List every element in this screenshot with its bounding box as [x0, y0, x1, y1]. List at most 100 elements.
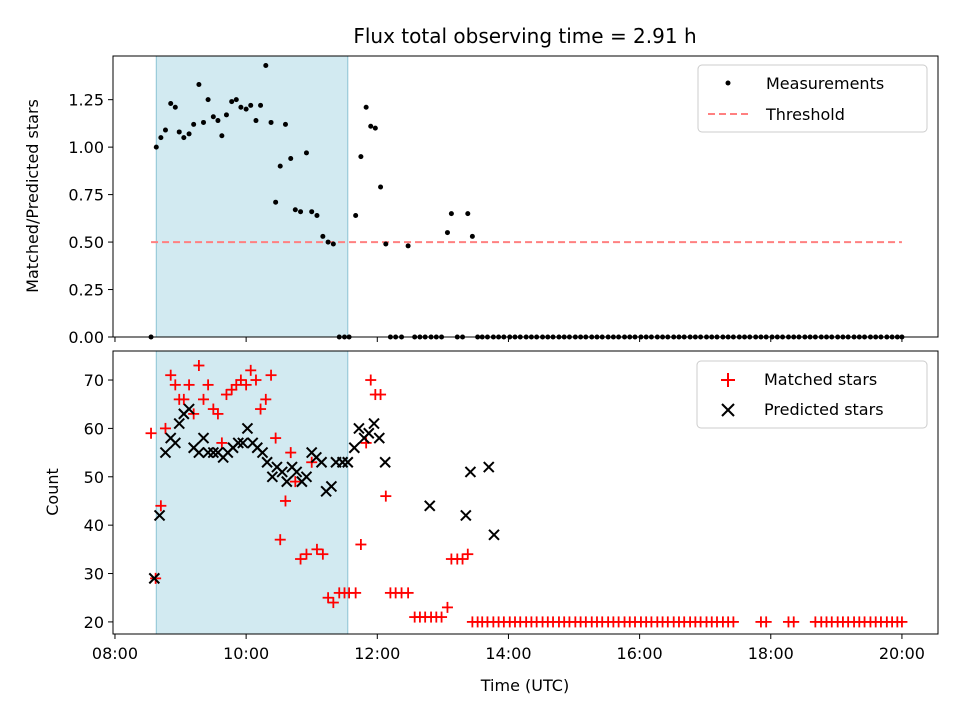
top-x-ticks [114, 337, 903, 342]
measurement-point [372, 125, 378, 131]
measurement-point [448, 211, 454, 217]
matched-star-point [788, 616, 800, 628]
matched-star-point [355, 539, 367, 551]
matched-star-point [207, 403, 219, 415]
predicted-star-point [368, 417, 380, 430]
matched-star-point [226, 384, 238, 396]
matched-star-point [250, 374, 262, 386]
measurement-point [368, 123, 374, 129]
measurement-point [353, 212, 359, 218]
predicted-star-point [300, 471, 313, 483]
legend-matched-marker [721, 373, 735, 387]
x-tick-label: 10:00 [223, 644, 269, 663]
measurement-point [153, 144, 159, 150]
measurement-point [243, 106, 249, 112]
predicted-star-point [348, 442, 361, 454]
matched-star-point [300, 548, 312, 560]
chart-title: Flux total observing time = 2.91 h [353, 24, 696, 48]
measurement-point [298, 209, 304, 215]
predicted-star-point [232, 437, 244, 449]
measurement-point [383, 241, 389, 247]
matched-star-point [350, 587, 362, 599]
bottom-y-tick-label: 30 [84, 565, 104, 584]
x-tick-label: 20:00 [879, 644, 925, 663]
measurement-point [233, 97, 239, 103]
predicted-star-point [256, 446, 269, 459]
measurement-point [358, 154, 364, 160]
predicted-star-point [237, 437, 249, 449]
predicted-star-point [460, 509, 472, 522]
matched-star-point [216, 437, 228, 449]
measurement-point [378, 184, 384, 190]
predicted-star-point [241, 422, 254, 435]
measurement-point [273, 199, 279, 205]
x-tick-label: 08:00 [92, 644, 138, 663]
measurement-point [263, 62, 269, 68]
measurement-point [444, 230, 450, 236]
matched-star-point [202, 379, 214, 391]
x-axis-title: Time (UTC) [480, 676, 569, 695]
bottom-observing-span [155, 350, 349, 635]
predicted-star-point [197, 432, 210, 444]
top-legend: Measurements Threshold [697, 64, 928, 133]
x-tick-label: 18:00 [748, 644, 794, 663]
top-legend-box [697, 64, 928, 133]
predicted-star-point [325, 480, 338, 493]
matched-star-point [327, 597, 339, 609]
top-y-ticks: 0.00 0.25 0.50 0.75 1.00 1.25 [68, 91, 113, 347]
top-panel: 0.00 0.25 0.50 0.75 1.00 1.25 Matched/Predict… [23, 55, 939, 347]
measurement-point [210, 114, 216, 120]
matched-star-point [322, 592, 334, 604]
legend-predicted-marker [721, 403, 735, 417]
measurement-point [330, 241, 336, 247]
matched-star-point [230, 379, 242, 391]
predicted-star-point [266, 471, 279, 483]
measurement-point [465, 211, 471, 217]
measurement-point [268, 119, 274, 125]
bottom-y-tick-label: 70 [84, 371, 104, 390]
matched-star-point [285, 447, 297, 459]
measurement-point [469, 233, 475, 239]
measurement-point [309, 209, 315, 215]
measurement-point [162, 127, 168, 133]
bottom-legend-box [696, 360, 928, 429]
predicted-star-point [315, 456, 328, 468]
measurement-point [238, 104, 244, 110]
matched-star-point [289, 476, 301, 488]
measurement-point [277, 163, 283, 169]
matched-star-point [402, 587, 414, 599]
measurement-point [303, 150, 309, 156]
matched-star-point [159, 422, 171, 434]
measurement-point [205, 97, 211, 103]
measurement-point [325, 239, 331, 245]
matched-star-point [165, 369, 177, 381]
matched-stars-layer [145, 360, 908, 628]
measurement-point [186, 131, 192, 137]
top-y-tick-label: 1.00 [68, 138, 104, 157]
matched-star-point [311, 543, 323, 555]
predicted-star-point [379, 456, 391, 468]
bottom-y-tick-label: 60 [84, 419, 104, 438]
legend-predicted-label: Predicted stars [764, 400, 884, 419]
bottom-panel: 20 30 40 50 60 70 08:00 10:00 12:00 14:00 16:00 18… [43, 350, 939, 695]
top-y-tick-label: 0.50 [68, 233, 104, 252]
matched-star-point [375, 389, 387, 401]
measurement-point [405, 243, 411, 249]
bottom-y-tick-label: 20 [84, 613, 104, 632]
predicted-star-point [363, 427, 375, 439]
x-tick-label: 16:00 [617, 644, 663, 663]
matched-star-point [441, 601, 453, 613]
predicted-star-point [373, 432, 385, 444]
predicted-star-point [153, 509, 166, 522]
predicted-star-point [261, 456, 273, 468]
measurement-point [248, 102, 254, 108]
legend-threshold-label: Threshold [765, 105, 845, 124]
bottom-panel-frame [112, 350, 939, 635]
matched-star-point [183, 379, 195, 391]
matched-star-point [198, 393, 210, 405]
predicted-star-point [276, 466, 288, 478]
predicted-star-point [148, 572, 161, 585]
matched-star-point [240, 379, 252, 391]
measurement-point [292, 207, 298, 213]
